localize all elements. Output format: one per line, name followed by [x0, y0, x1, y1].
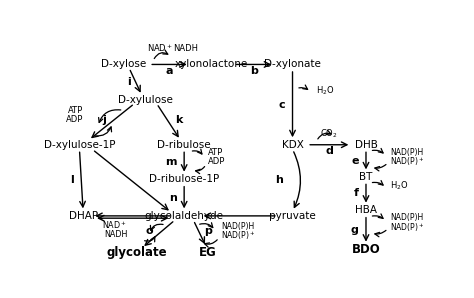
Text: xylonolactone: xylonolactone [175, 59, 248, 69]
Text: g: g [351, 225, 359, 235]
Text: NAD$^+$: NAD$^+$ [102, 219, 127, 231]
Text: h: h [275, 175, 283, 185]
Text: e: e [351, 156, 359, 166]
Text: NADH: NADH [104, 230, 127, 239]
Text: NAD(P)H: NAD(P)H [221, 222, 254, 231]
Text: H$_2$O: H$_2$O [390, 179, 409, 192]
Text: NAD$^+$: NAD$^+$ [147, 43, 173, 54]
Text: glycolate: glycolate [106, 246, 167, 259]
Text: a: a [166, 66, 173, 76]
Text: D-ribulose-1P: D-ribulose-1P [149, 174, 219, 184]
Text: NAD(P)$^+$: NAD(P)$^+$ [390, 155, 424, 168]
FancyArrowPatch shape [200, 223, 213, 228]
Text: D-xylulose-1P: D-xylulose-1P [44, 140, 115, 150]
Text: CO$_2$: CO$_2$ [320, 127, 338, 139]
Text: EG: EG [199, 246, 217, 259]
Text: HBA: HBA [355, 205, 377, 215]
Text: f: f [354, 188, 359, 198]
FancyArrowPatch shape [154, 50, 168, 59]
Text: ATP: ATP [68, 106, 83, 115]
FancyArrowPatch shape [150, 224, 163, 230]
FancyArrowPatch shape [375, 164, 386, 171]
Text: DHB: DHB [355, 140, 377, 150]
FancyArrowPatch shape [318, 130, 331, 139]
Text: BT: BT [359, 172, 373, 182]
Text: l: l [70, 175, 74, 185]
Text: m: m [165, 156, 177, 167]
FancyArrowPatch shape [373, 181, 383, 185]
FancyArrowPatch shape [145, 237, 155, 242]
Text: p: p [204, 226, 212, 236]
Text: j: j [102, 114, 106, 125]
Text: D-ribulose: D-ribulose [157, 140, 211, 150]
Text: D-xylulose: D-xylulose [118, 95, 173, 105]
FancyArrowPatch shape [205, 240, 217, 247]
Text: ADP: ADP [66, 115, 83, 124]
FancyArrowPatch shape [373, 148, 383, 153]
Text: d: d [325, 146, 333, 156]
Text: b: b [250, 66, 258, 76]
FancyArrowPatch shape [375, 230, 386, 237]
Text: H$_2$O: H$_2$O [316, 85, 335, 97]
Text: NAD(P)H: NAD(P)H [390, 213, 423, 222]
Text: glycolaldehyde: glycolaldehyde [145, 211, 224, 221]
Text: o: o [146, 226, 153, 236]
Text: k: k [175, 114, 182, 125]
FancyArrowPatch shape [299, 85, 308, 89]
FancyArrowPatch shape [196, 167, 205, 174]
Text: NAD(P)$^+$: NAD(P)$^+$ [221, 229, 255, 242]
Text: D-xylonate: D-xylonate [264, 59, 321, 69]
Text: DHAP: DHAP [69, 211, 98, 221]
FancyArrowPatch shape [99, 110, 121, 122]
FancyArrowPatch shape [373, 214, 383, 218]
Text: i: i [127, 77, 131, 87]
Text: n: n [169, 193, 177, 203]
Text: NADH: NADH [173, 44, 199, 53]
Text: NAD(P)$^+$: NAD(P)$^+$ [390, 221, 424, 234]
Text: D-xylose: D-xylose [101, 59, 146, 69]
FancyArrowPatch shape [192, 149, 202, 154]
Text: pyruvate: pyruvate [269, 211, 316, 221]
FancyArrowPatch shape [95, 127, 111, 136]
Text: KDX: KDX [282, 140, 303, 150]
Text: BDO: BDO [352, 243, 380, 256]
Text: NAD(P)H: NAD(P)H [390, 148, 423, 157]
Text: ATP: ATP [208, 148, 223, 157]
Text: ADP: ADP [208, 157, 226, 167]
Text: c: c [279, 100, 285, 110]
